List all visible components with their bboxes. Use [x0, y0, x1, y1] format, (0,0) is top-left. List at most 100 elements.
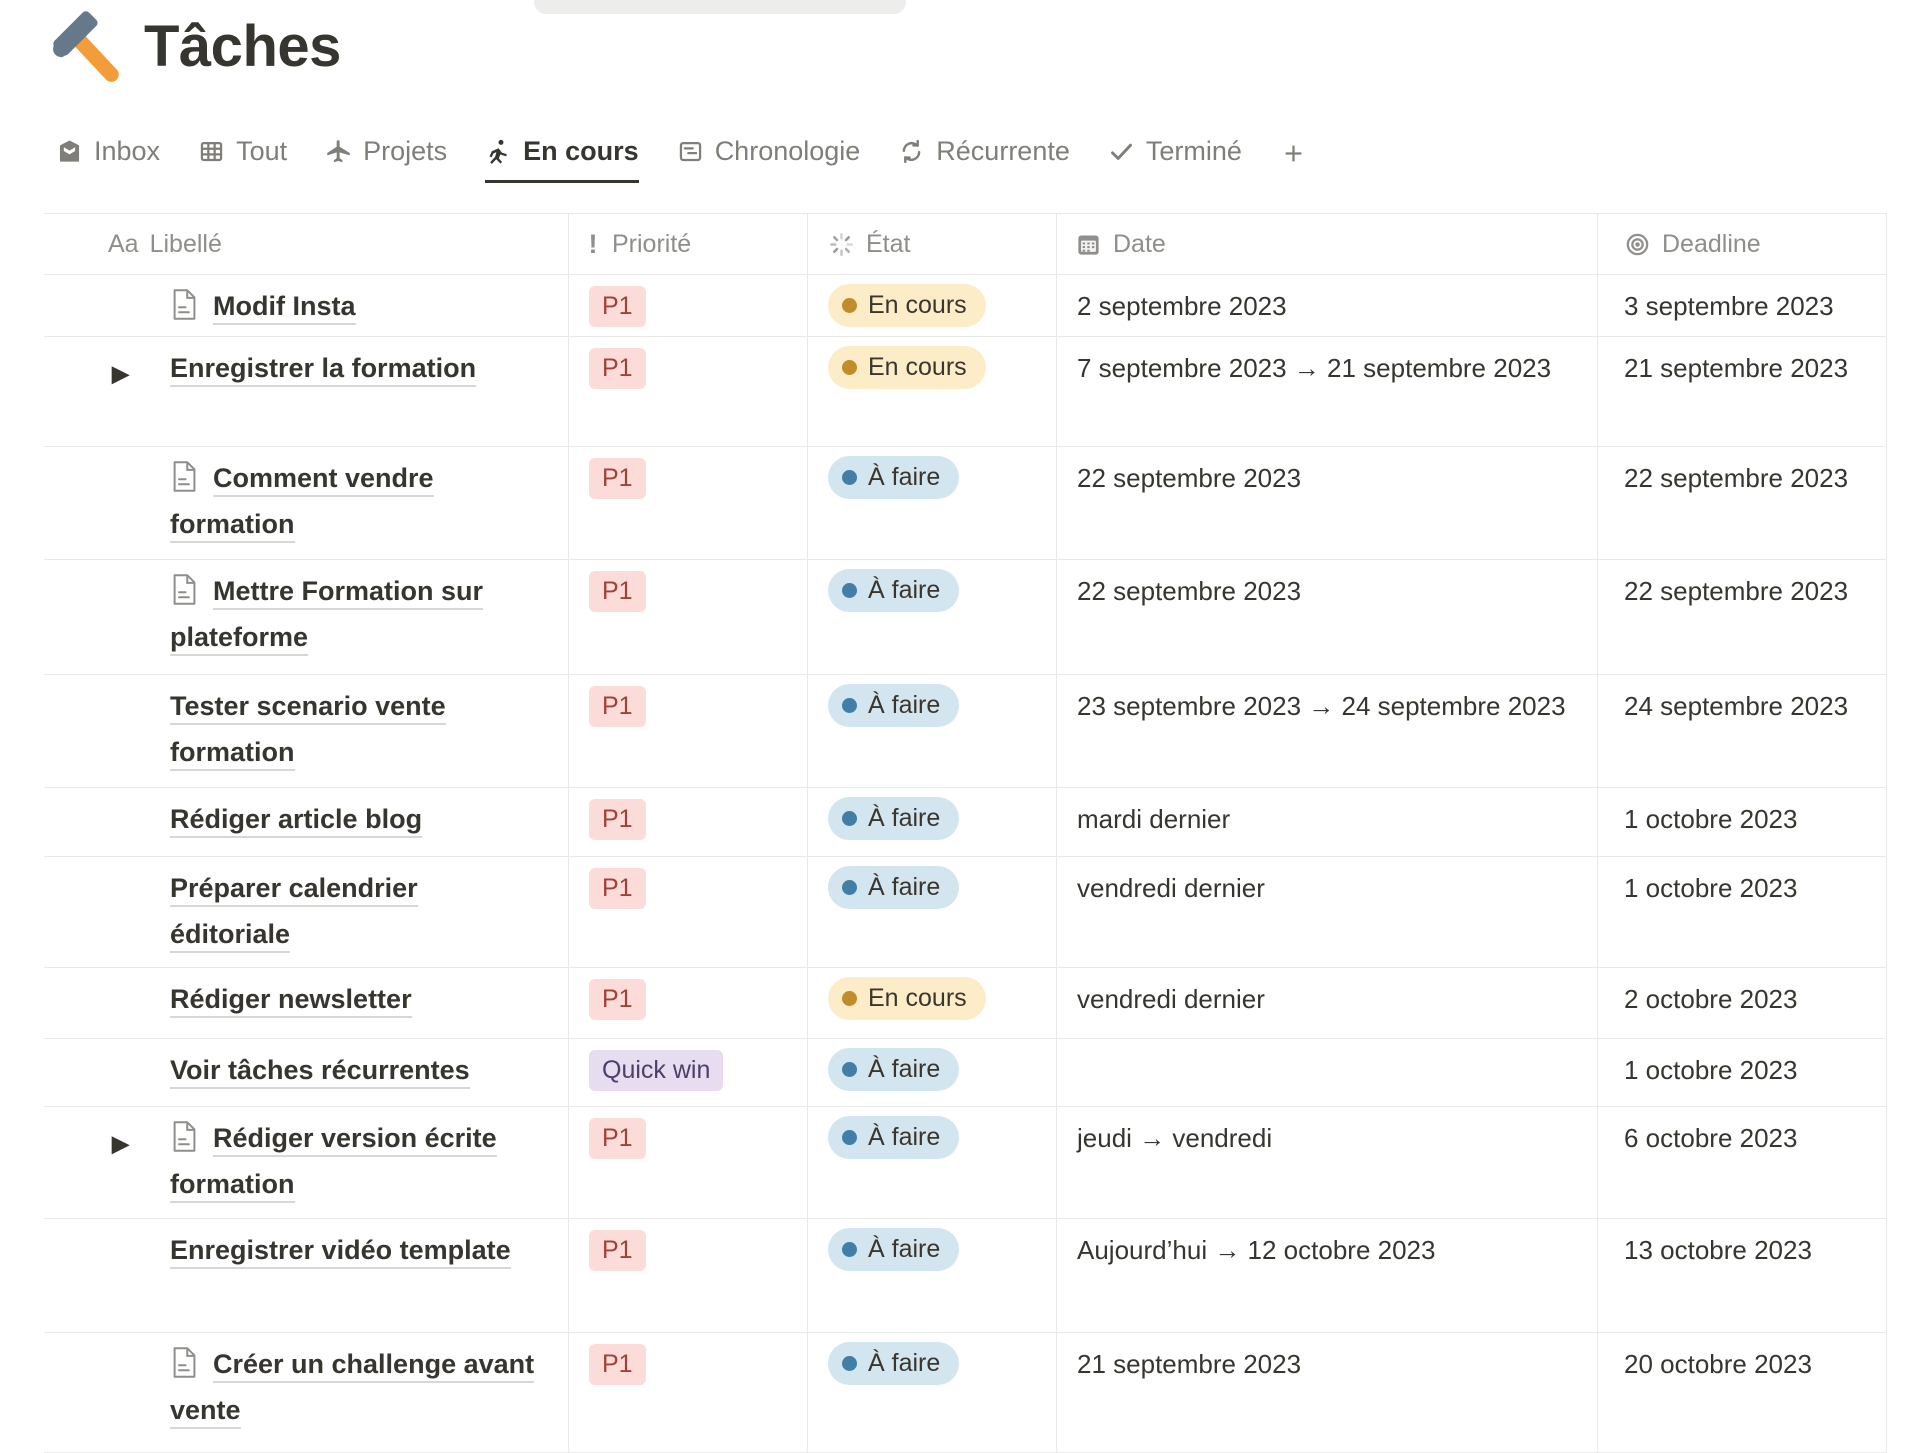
page-title[interactable]: Tâches: [144, 13, 341, 79]
status-cell[interactable]: À faire: [807, 857, 1056, 967]
status-badge[interactable]: En cours: [828, 284, 986, 327]
tab-termine[interactable]: Terminé: [1108, 136, 1242, 183]
task-title-cell[interactable]: Mettre Formation sur plateforme: [44, 560, 568, 674]
status-cell[interactable]: À faire: [807, 675, 1056, 787]
task-title-cell[interactable]: Créer un challenge avant vente: [44, 1333, 568, 1452]
column-header-libelle[interactable]: Aa Libellé: [44, 214, 568, 274]
status-cell[interactable]: En cours: [807, 968, 1056, 1038]
column-header-deadline[interactable]: Deadline: [1597, 214, 1886, 274]
priority-badge[interactable]: P1: [589, 868, 646, 909]
deadline-cell[interactable]: 6 octobre 2023: [1597, 1107, 1886, 1218]
status-cell[interactable]: À faire: [807, 1107, 1056, 1218]
priority-cell[interactable]: P1: [568, 1219, 807, 1332]
deadline-cell[interactable]: 1 octobre 2023: [1597, 857, 1886, 967]
status-badge[interactable]: À faire: [828, 456, 960, 499]
status-cell[interactable]: À faire: [807, 447, 1056, 559]
priority-cell[interactable]: P1: [568, 675, 807, 787]
priority-badge[interactable]: P1: [589, 799, 646, 840]
status-badge[interactable]: À faire: [828, 569, 960, 612]
task-title-cell[interactable]: Préparer calendrier éditoriale: [44, 857, 568, 967]
priority-cell[interactable]: P1: [568, 275, 807, 336]
date-cell[interactable]: vendredi dernier: [1056, 968, 1597, 1038]
priority-cell[interactable]: P1: [568, 1333, 807, 1452]
tab-en-cours[interactable]: En cours: [485, 136, 639, 183]
tab-tout[interactable]: Tout: [198, 136, 287, 183]
tab-add-view[interactable]: [1280, 140, 1307, 183]
date-cell[interactable]: 21 septembre 2023: [1056, 1333, 1597, 1452]
priority-badge[interactable]: P1: [589, 686, 646, 727]
task-title-cell[interactable]: Modif Insta: [44, 275, 568, 336]
status-badge[interactable]: En cours: [828, 346, 986, 389]
column-header-priorite[interactable]: ! Priorité: [568, 214, 807, 274]
task-title-cell[interactable]: Rédiger article blog: [44, 788, 568, 856]
tab-recurrente[interactable]: Récurrente: [898, 136, 1070, 183]
status-cell[interactable]: À faire: [807, 1219, 1056, 1332]
date-cell[interactable]: 7 septembre 2023 → 21 septembre 2023: [1056, 337, 1597, 446]
column-header-date[interactable]: Date: [1056, 214, 1597, 274]
deadline-cell[interactable]: 1 octobre 2023: [1597, 1039, 1886, 1106]
priority-badge[interactable]: P1: [589, 979, 646, 1020]
status-cell[interactable]: En cours: [807, 275, 1056, 336]
task-page-link[interactable]: Créer un challenge avant vente: [170, 1349, 535, 1429]
priority-badge[interactable]: P1: [589, 571, 646, 612]
priority-cell[interactable]: P1: [568, 560, 807, 674]
status-badge[interactable]: À faire: [828, 797, 960, 840]
task-page-link[interactable]: Préparer calendrier éditoriale: [170, 873, 418, 953]
priority-cell[interactable]: Quick win: [568, 1039, 807, 1106]
date-cell[interactable]: 22 septembre 2023: [1056, 560, 1597, 674]
priority-cell[interactable]: P1: [568, 337, 807, 446]
task-page-link[interactable]: Mettre Formation sur plateforme: [170, 576, 484, 656]
priority-cell[interactable]: P1: [568, 968, 807, 1038]
date-cell[interactable]: 23 septembre 2023 → 24 septembre 2023: [1056, 675, 1597, 787]
status-badge[interactable]: À faire: [828, 684, 960, 727]
deadline-cell[interactable]: 21 septembre 2023: [1597, 337, 1886, 446]
priority-badge[interactable]: P1: [589, 348, 646, 389]
task-page-link[interactable]: Modif Insta: [213, 291, 356, 325]
deadline-cell[interactable]: 24 septembre 2023: [1597, 675, 1886, 787]
priority-badge[interactable]: P1: [589, 286, 646, 327]
priority-badge[interactable]: Quick win: [589, 1050, 724, 1091]
task-title-cell[interactable]: ▶ Rédiger version écrite formation: [44, 1107, 568, 1218]
date-cell[interactable]: [1056, 1039, 1597, 1106]
column-header-etat[interactable]: État: [807, 214, 1056, 274]
task-page-link[interactable]: Tester scenario vente formation: [170, 691, 446, 771]
task-page-link[interactable]: Rédiger article blog: [170, 804, 423, 838]
task-page-link[interactable]: Rédiger newsletter: [170, 984, 412, 1018]
priority-badge[interactable]: P1: [589, 1230, 646, 1271]
task-page-link[interactable]: Rédiger version écrite formation: [170, 1123, 497, 1203]
expand-toggle-icon[interactable]: ▶: [112, 361, 129, 386]
task-title-cell[interactable]: Comment vendre formation: [44, 447, 568, 559]
hammer-icon[interactable]: [48, 8, 124, 84]
tab-projets[interactable]: Projets: [325, 136, 447, 183]
priority-badge[interactable]: P1: [589, 1344, 646, 1385]
status-cell[interactable]: À faire: [807, 1039, 1056, 1106]
priority-cell[interactable]: P1: [568, 447, 807, 559]
date-cell[interactable]: 2 septembre 2023: [1056, 275, 1597, 336]
tab-chronologie[interactable]: Chronologie: [677, 136, 860, 183]
date-cell[interactable]: 22 septembre 2023: [1056, 447, 1597, 559]
task-page-link[interactable]: Comment vendre formation: [170, 463, 434, 543]
task-title-cell[interactable]: Rédiger newsletter: [44, 968, 568, 1038]
date-cell[interactable]: mardi dernier: [1056, 788, 1597, 856]
date-cell[interactable]: jeudi → vendredi: [1056, 1107, 1597, 1218]
priority-badge[interactable]: P1: [589, 458, 646, 499]
status-badge[interactable]: À faire: [828, 1342, 960, 1385]
deadline-cell[interactable]: 2 octobre 2023: [1597, 968, 1886, 1038]
task-title-cell[interactable]: Voir tâches récurrentes: [44, 1039, 568, 1106]
deadline-cell[interactable]: 22 septembre 2023: [1597, 447, 1886, 559]
task-title-cell[interactable]: Enregistrer vidéo template: [44, 1219, 568, 1332]
deadline-cell[interactable]: 13 octobre 2023: [1597, 1219, 1886, 1332]
task-title-cell[interactable]: Tester scenario vente formation: [44, 675, 568, 787]
status-cell[interactable]: En cours: [807, 337, 1056, 446]
status-badge[interactable]: À faire: [828, 1048, 960, 1091]
status-badge[interactable]: À faire: [828, 1228, 960, 1271]
status-cell[interactable]: À faire: [807, 1333, 1056, 1452]
priority-cell[interactable]: P1: [568, 788, 807, 856]
task-page-link[interactable]: Enregistrer la formation: [170, 353, 477, 387]
status-cell[interactable]: À faire: [807, 788, 1056, 856]
deadline-cell[interactable]: 20 octobre 2023: [1597, 1333, 1886, 1452]
priority-cell[interactable]: P1: [568, 1107, 807, 1218]
task-title-cell[interactable]: ▶ Enregistrer la formation: [44, 337, 568, 446]
task-page-link[interactable]: Enregistrer vidéo template: [170, 1235, 511, 1269]
status-badge[interactable]: À faire: [828, 1116, 960, 1159]
